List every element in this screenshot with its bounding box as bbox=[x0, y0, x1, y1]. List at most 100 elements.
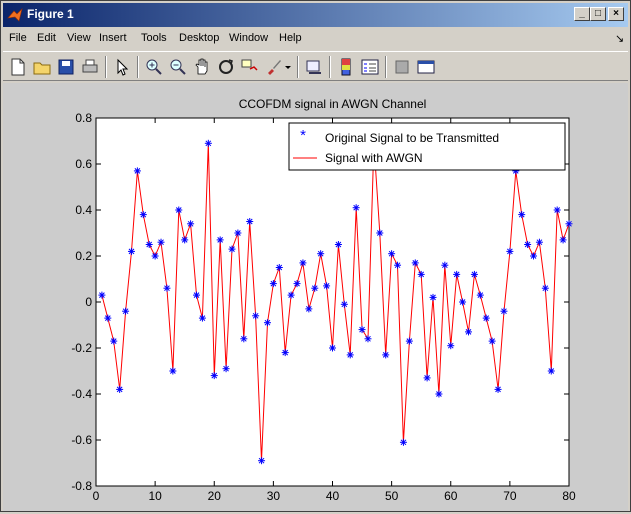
data-point-marker bbox=[453, 270, 461, 278]
rotate-3d-icon[interactable] bbox=[215, 56, 237, 78]
data-point-marker bbox=[494, 385, 502, 393]
open-file-icon[interactable] bbox=[31, 56, 53, 78]
data-point-marker bbox=[157, 238, 165, 246]
data-point-marker bbox=[541, 284, 549, 292]
x-tick-label: 80 bbox=[562, 489, 576, 503]
data-point-marker bbox=[429, 293, 437, 301]
data-point-marker bbox=[287, 291, 295, 299]
data-point-marker bbox=[222, 365, 230, 373]
data-point-marker bbox=[399, 438, 407, 446]
data-point-marker bbox=[500, 307, 508, 315]
brush-icon[interactable] bbox=[263, 56, 285, 78]
data-point-marker bbox=[329, 344, 336, 352]
data-point-marker bbox=[110, 337, 118, 345]
data-cursor-icon[interactable] bbox=[239, 56, 261, 78]
save-icon[interactable] bbox=[55, 56, 77, 78]
menu-window[interactable]: Window bbox=[229, 32, 269, 44]
x-tick-label: 40 bbox=[326, 489, 340, 503]
title-bar[interactable]: Figure 1 _ □ × bbox=[3, 3, 628, 27]
menu-bar: File Edit View Insert Tools Desktop Wind… bbox=[3, 29, 628, 49]
data-point-marker bbox=[187, 220, 195, 228]
data-point-marker bbox=[133, 167, 141, 175]
toolbar-separator bbox=[329, 56, 331, 78]
x-tick-label: 70 bbox=[503, 489, 517, 503]
insert-colorbar-icon[interactable] bbox=[335, 56, 357, 78]
data-point-marker bbox=[204, 139, 212, 147]
x-tick-label: 60 bbox=[444, 489, 458, 503]
data-point-marker bbox=[524, 241, 532, 248]
data-point-marker bbox=[246, 218, 254, 225]
plot-area bbox=[95, 117, 570, 487]
menu-file[interactable]: File bbox=[9, 32, 27, 44]
pan-icon[interactable] bbox=[191, 56, 213, 78]
dock-arrow-icon[interactable]: ↘ bbox=[615, 33, 625, 45]
data-point-marker bbox=[181, 236, 189, 244]
window-title: Figure 1 bbox=[27, 7, 74, 21]
x-tick-label: 10 bbox=[148, 489, 162, 503]
data-point-marker bbox=[269, 280, 277, 288]
legend-entry-awgn: Signal with AWGN bbox=[325, 151, 423, 165]
data-point-marker bbox=[240, 335, 248, 343]
data-point-marker bbox=[163, 284, 171, 292]
y-tick-label: 0.4 bbox=[75, 203, 92, 217]
menu-desktop[interactable]: Desktop bbox=[179, 32, 220, 44]
link-plot-icon[interactable] bbox=[303, 56, 325, 78]
menu-insert[interactable]: Insert bbox=[99, 32, 127, 44]
data-point-marker bbox=[423, 374, 431, 382]
line-chart: CCOFDM signal in AWGN Channel 0 10 20 30 40 5… bbox=[71, 97, 576, 503]
data-point-marker bbox=[122, 307, 130, 315]
menu-help[interactable]: Help bbox=[279, 32, 302, 44]
edit-plot-icon[interactable] bbox=[111, 56, 133, 78]
hide-plot-tools-icon[interactable] bbox=[391, 56, 413, 78]
zoom-in-icon[interactable] bbox=[143, 56, 165, 78]
data-point-marker bbox=[340, 300, 348, 308]
chart-title: CCOFDM signal in AWGN Channel bbox=[239, 97, 427, 111]
zoom-out-icon[interactable] bbox=[167, 56, 189, 78]
maximize-button[interactable]: □ bbox=[590, 7, 606, 21]
y-tick-label: -0.8 bbox=[71, 479, 92, 493]
close-icon: × bbox=[613, 8, 619, 19]
brush-dropdown-icon[interactable] bbox=[283, 56, 293, 78]
y-tick-label: -0.4 bbox=[71, 387, 92, 401]
menu-tools[interactable]: Tools bbox=[141, 32, 167, 44]
data-point-marker bbox=[323, 282, 331, 290]
data-point-marker bbox=[228, 245, 236, 253]
minimize-button[interactable]: _ bbox=[574, 7, 590, 21]
data-point-marker bbox=[358, 326, 366, 334]
y-tick-label: 0.6 bbox=[75, 157, 92, 171]
series-layer bbox=[98, 139, 573, 465]
data-point-marker bbox=[305, 305, 313, 313]
menu-view[interactable]: View bbox=[67, 32, 91, 44]
data-point-marker bbox=[281, 349, 289, 357]
insert-legend-icon[interactable] bbox=[359, 56, 381, 78]
data-point-marker bbox=[417, 270, 425, 278]
close-button[interactable]: × bbox=[608, 7, 624, 21]
data-point-marker bbox=[559, 236, 567, 244]
print-icon[interactable] bbox=[79, 56, 101, 78]
matlab-logo-icon bbox=[7, 8, 23, 22]
data-point-marker bbox=[175, 206, 183, 214]
data-point-marker bbox=[352, 204, 360, 212]
show-plot-tools-icon[interactable] bbox=[415, 56, 437, 78]
y-tick-label: 0 bbox=[85, 295, 92, 309]
data-point-marker bbox=[98, 291, 106, 299]
data-point-marker bbox=[252, 312, 260, 320]
axis-ticks: 0 10 20 30 40 50 60 70 80 -0.8 -0.6 -0.4 -0.2 0 0.2 0.4… bbox=[71, 111, 576, 503]
legend-box bbox=[288, 122, 566, 171]
data-point-marker bbox=[411, 259, 419, 267]
data-point-marker bbox=[482, 314, 490, 322]
data-point-marker bbox=[376, 229, 384, 237]
menu-edit[interactable]: Edit bbox=[37, 32, 56, 44]
x-tick-label: 30 bbox=[267, 489, 281, 503]
legend-marker-symbol: * bbox=[300, 127, 306, 144]
data-point-marker bbox=[441, 261, 449, 269]
data-point-marker bbox=[435, 390, 443, 398]
minimize-icon: _ bbox=[579, 8, 585, 19]
figure-toolbar bbox=[3, 51, 628, 81]
data-point-marker bbox=[169, 367, 177, 375]
data-point-marker bbox=[311, 284, 319, 292]
new-figure-icon[interactable] bbox=[7, 56, 29, 78]
data-point-marker bbox=[145, 241, 153, 248]
toolbar-separator bbox=[385, 56, 387, 78]
